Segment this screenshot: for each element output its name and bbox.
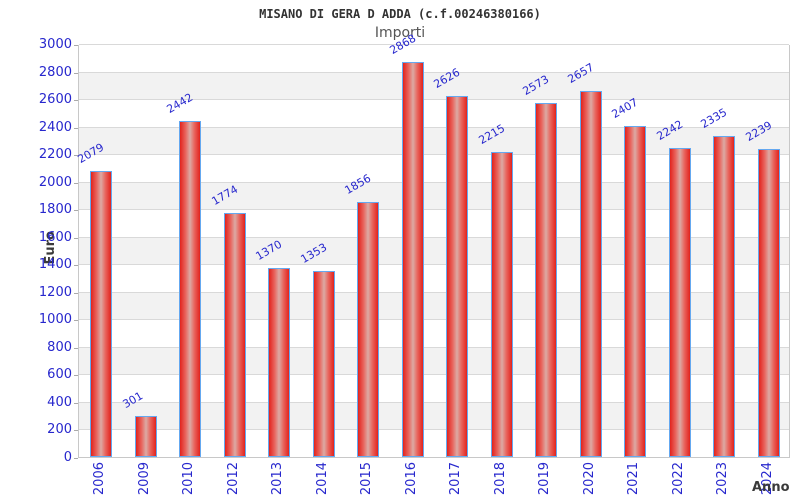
bar (579, 91, 602, 457)
x-tick-label: 2013 (270, 462, 286, 496)
gridline (79, 99, 789, 101)
plot-band (79, 44, 789, 72)
y-tick-label: 3000 (38, 37, 72, 52)
bar (535, 102, 558, 457)
y-tick-label: 1400 (38, 257, 72, 273)
y-tick-mark (74, 402, 78, 404)
gridline (79, 401, 789, 403)
x-tick-label: 2019 (537, 462, 553, 496)
y-tick-mark (74, 430, 78, 432)
y-tick-label: 1800 (38, 202, 72, 218)
y-tick-label: 600 (47, 367, 72, 383)
y-tick-mark (74, 45, 78, 46)
x-tick-label: 2014 (314, 462, 330, 496)
y-tick-label: 2400 (38, 119, 72, 135)
gridline (79, 236, 789, 238)
y-tick-label: 0 (63, 450, 72, 465)
y-tick-mark (74, 292, 78, 294)
y-tick-mark (74, 155, 78, 157)
y-tick-mark (74, 237, 78, 239)
chart-title: MISANO DI GERA D ADDA (c.f.00246380166) (259, 7, 541, 21)
gridline (79, 154, 789, 156)
bar (490, 152, 513, 457)
y-tick-mark (74, 72, 78, 74)
x-tick-label: 2021 (626, 462, 642, 496)
y-tick-label: 400 (47, 394, 72, 410)
y-tick-mark (74, 265, 78, 267)
bar (401, 62, 424, 457)
gridline (79, 44, 789, 45)
y-tick-mark (74, 182, 78, 184)
x-tick-label: 2022 (670, 462, 686, 496)
y-tick-mark (74, 127, 78, 129)
bar (757, 148, 780, 457)
y-tick-label: 200 (47, 422, 72, 438)
y-tick-label: 2600 (38, 92, 72, 108)
y-axis: 0 200 400 600 800 1000 1200 1400 1600 1800 2000 220… (0, 38, 78, 464)
bar (179, 120, 202, 457)
y-tick-label: 1600 (38, 229, 72, 245)
y-tick-label: 1000 (38, 312, 72, 328)
y-tick-label: 800 (47, 339, 72, 355)
bar (357, 201, 380, 457)
y-tick-mark (74, 347, 78, 349)
bar (312, 270, 335, 457)
x-tick-label: 2010 (181, 462, 197, 496)
y-tick-label: 2200 (38, 147, 72, 163)
chart-subtitle: Importi (374, 25, 426, 41)
gridline (79, 346, 789, 348)
x-tick-label: 2018 (492, 462, 508, 496)
gridline (79, 71, 789, 73)
gridline (79, 126, 789, 128)
y-tick-label: 2800 (38, 64, 72, 80)
x-tick-label: 2009 (136, 462, 152, 496)
bar (713, 135, 736, 457)
x-axis: 2006 2009 2010 2012 2013 2014 2015 2016 2017 2018… (78, 462, 790, 500)
x-tick-label: 2006 (92, 462, 108, 496)
gridline (79, 429, 789, 431)
plot-area: 2079 301 2442 1774 1370 1353 1856 2868 2626 2215 2… (76, 32, 790, 458)
y-tick-mark (74, 320, 78, 322)
y-tick-mark (74, 100, 78, 102)
y-tick-mark (74, 458, 78, 459)
x-tick-label: 2023 (715, 462, 731, 496)
gridline (79, 291, 789, 293)
gridline (79, 209, 789, 211)
x-tick-label: 2017 (448, 462, 464, 496)
y-tick-label: 2000 (38, 174, 72, 190)
bar (134, 415, 157, 457)
y-tick-label: 1200 (38, 284, 72, 300)
bar (268, 268, 291, 457)
gridline (79, 264, 789, 266)
x-tick-label: 2020 (581, 462, 597, 496)
plot-band (79, 71, 789, 100)
bar (446, 95, 469, 457)
gridline (79, 374, 789, 376)
x-tick-label: 2015 (359, 462, 375, 496)
bar (223, 212, 246, 457)
x-tick-label: 2012 (225, 462, 241, 496)
x-axis-title: Anno (752, 480, 790, 495)
bar (624, 125, 647, 457)
y-tick-mark (74, 210, 78, 212)
gridline (79, 181, 789, 183)
bar (90, 170, 113, 457)
bar (668, 148, 691, 457)
y-tick-mark (74, 375, 78, 377)
gridline (79, 319, 789, 321)
x-tick-label: 2016 (403, 462, 419, 496)
